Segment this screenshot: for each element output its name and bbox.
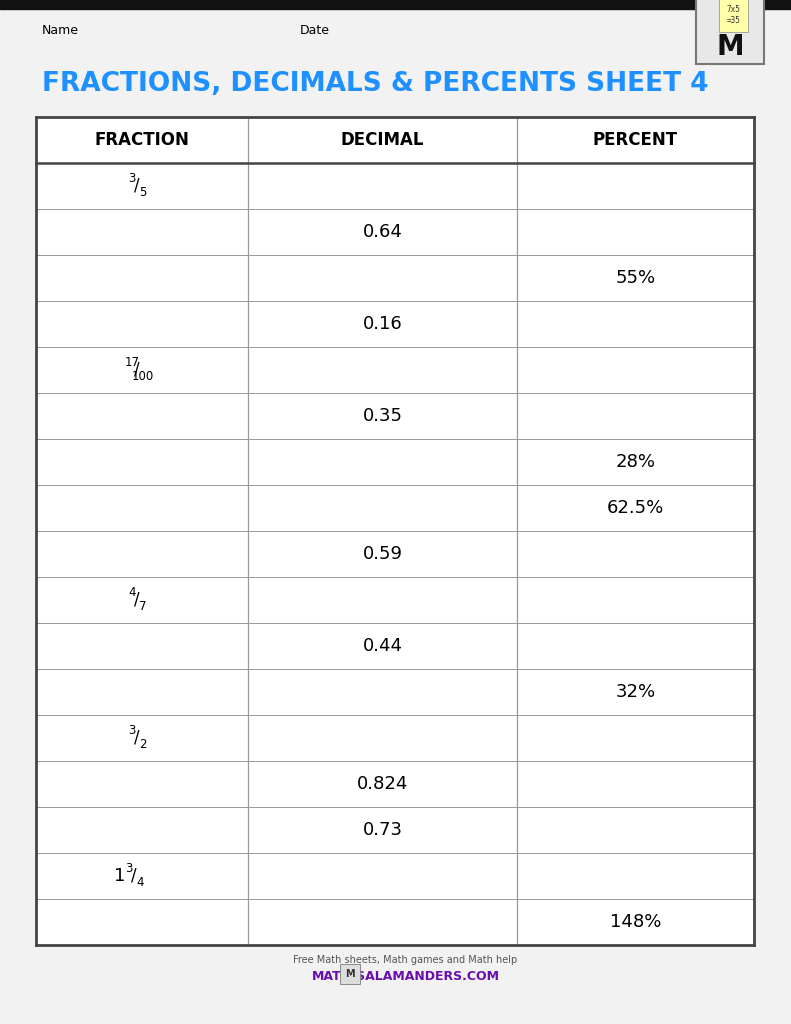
Text: /: / [134,729,140,746]
Text: 0.44: 0.44 [362,637,403,655]
Text: 7: 7 [139,600,146,613]
Text: Date: Date [300,25,330,38]
Text: 3: 3 [125,862,133,876]
Text: /: / [134,591,140,609]
Text: 0.73: 0.73 [362,821,403,839]
Text: 148%: 148% [610,913,661,931]
Text: PERCENT: PERCENT [593,131,678,150]
Text: /: / [134,177,140,195]
Text: 0.35: 0.35 [362,407,403,425]
Text: 5: 5 [139,186,146,200]
Text: 3: 3 [128,725,135,737]
Text: /: / [131,867,137,885]
Text: 7x5
=35: 7x5 =35 [726,5,740,25]
Text: FRACTIONS, DECIMALS & PERCENTS SHEET 4: FRACTIONS, DECIMALS & PERCENTS SHEET 4 [42,71,709,97]
Text: 0.16: 0.16 [362,315,403,333]
Text: 55%: 55% [615,269,656,287]
Text: 17: 17 [124,356,139,370]
Text: 2: 2 [139,738,146,752]
Bar [340,964,360,984]
Text: 32%: 32% [615,683,656,701]
Bar [36,117,754,945]
Text: 1: 1 [114,867,126,885]
Bar [696,0,764,63]
Text: Free Math sheets, Math games and Math help: Free Math sheets, Math games and Math he… [293,955,517,965]
Text: 0.59: 0.59 [362,545,403,563]
Text: 28%: 28% [615,453,656,471]
Text: DECIMAL: DECIMAL [341,131,424,150]
Text: 0.64: 0.64 [362,223,403,241]
Text: 0.824: 0.824 [357,775,408,793]
Text: 3: 3 [128,172,135,185]
Text: Name: Name [42,25,79,38]
Text: MATH-SALAMANDERS.COM: MATH-SALAMANDERS.COM [312,971,499,983]
Text: 62.5%: 62.5% [607,499,664,517]
Text: FRACTION: FRACTION [94,131,189,150]
Text: 4: 4 [136,877,144,890]
Text: M: M [716,33,744,61]
Text: 100: 100 [132,371,154,384]
Text: M: M [345,969,355,979]
Bar [0,0,791,9]
Text: /: / [134,361,140,379]
Text: 4: 4 [128,587,135,599]
